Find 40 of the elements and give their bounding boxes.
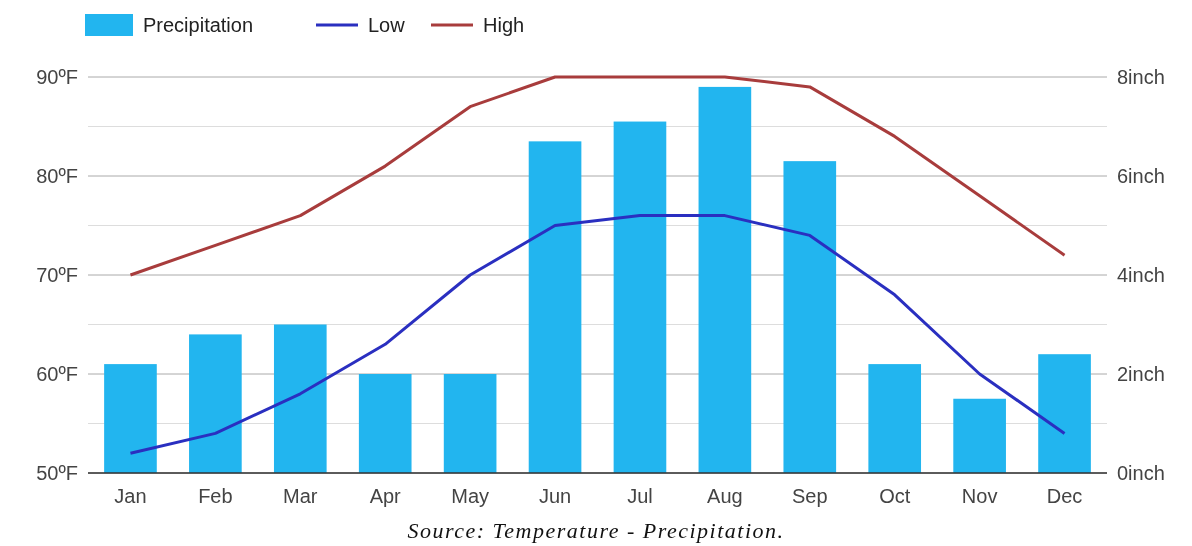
bar <box>104 364 157 473</box>
x-tick-label: Dec <box>1046 485 1083 507</box>
bar <box>868 364 922 473</box>
source-note: Source: Temperature - Precipitation. <box>407 518 785 543</box>
bar <box>613 121 667 473</box>
x-tick-label: Sep <box>791 485 828 507</box>
x-tick-label: Nov <box>961 485 998 507</box>
y-tick-label: 60ºF <box>36 363 78 385</box>
x-tick-label: Jan <box>114 485 147 507</box>
bar <box>953 398 1006 473</box>
y2-tick-label: 4inch <box>1117 264 1165 286</box>
x-tick-label: Mar <box>283 485 318 507</box>
x-tick-label: Feb <box>198 485 233 507</box>
x-tick-label: Apr <box>369 485 402 507</box>
y-tick-label: 90ºF <box>36 66 78 88</box>
line-series <box>128 214 1067 455</box>
bar <box>528 141 582 473</box>
y2-tick-label: 2inch <box>1117 363 1165 385</box>
x-tick-label: May <box>451 485 490 507</box>
bar <box>273 324 327 473</box>
legend-label: Low <box>368 14 406 36</box>
y-tick-label: 50ºF <box>36 462 78 484</box>
y2-tick-label: 8inch <box>1117 66 1165 88</box>
bar <box>1038 354 1091 473</box>
y-tick-label: 80ºF <box>36 165 78 187</box>
bar <box>783 161 837 473</box>
bar <box>189 334 242 473</box>
legend-label: Precipitation <box>143 14 254 36</box>
x-tick-label: Jun <box>538 485 572 507</box>
x-tick-label: Oct <box>879 485 911 507</box>
bar <box>443 374 497 473</box>
y-tick-label: 70ºF <box>36 264 78 286</box>
x-tick-label: Aug <box>707 485 743 507</box>
x-tick-label: Jul <box>627 485 653 507</box>
y2-tick-label: 6inch <box>1117 165 1165 187</box>
bar <box>358 374 412 473</box>
y2-tick-label: 0inch <box>1117 462 1165 484</box>
bar <box>698 86 752 473</box>
line-series <box>128 75 1067 277</box>
legend-label: High <box>483 14 525 36</box>
